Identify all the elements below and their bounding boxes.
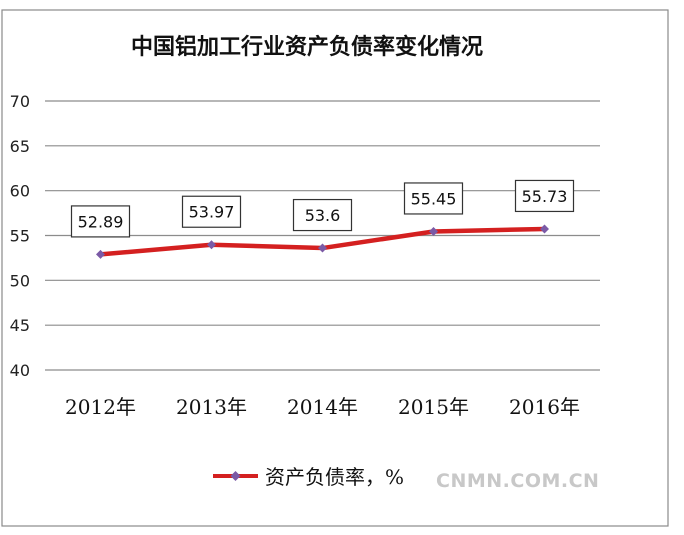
data-label: 55.45	[411, 189, 457, 208]
data-label-box	[403, 182, 464, 215]
data-point	[96, 249, 105, 259]
data-label: 52.89	[78, 212, 124, 231]
y-tick-label: 50	[10, 271, 30, 290]
data-label-box	[181, 195, 242, 228]
x-tick-label: 2012年	[65, 395, 136, 419]
data-label: 53.97	[189, 203, 235, 222]
x-tick-label: 2016年	[509, 395, 580, 419]
watermark: CNMN.COM.CN	[436, 470, 600, 492]
x-tick-label: 2013年	[176, 395, 247, 419]
legend: 资产负债率，%	[213, 465, 404, 489]
data-label: 53.6	[305, 206, 341, 225]
data-labels: 52.89 53.97 53.6 55.45 55.73	[70, 179, 575, 238]
x-tick-labels: 2012年 2013年 2014年 2015年 2016年	[65, 395, 580, 419]
data-point	[429, 226, 438, 236]
y-tick-label: 45	[10, 316, 30, 335]
data-label-box	[70, 205, 131, 238]
data-label-box	[292, 198, 353, 232]
chart-title: 中国铝加工行业资产负债率变化情况	[131, 34, 483, 60]
y-tick-label: 40	[10, 361, 30, 380]
x-tick-label: 2015年	[398, 395, 469, 419]
legend-marker	[230, 471, 241, 481]
chart-border	[1, 9, 669, 527]
data-point	[540, 224, 549, 234]
y-tick-label: 65	[10, 137, 30, 156]
grid-layer	[45, 100, 600, 371]
series-layer	[96, 224, 549, 259]
data-label: 55.73	[522, 187, 568, 206]
data-label-box	[514, 179, 575, 213]
y-tick-label: 55	[10, 227, 30, 246]
data-point	[318, 243, 327, 253]
y-tick-label: 70	[10, 92, 30, 111]
data-point	[207, 240, 216, 250]
legend-series-name: 资产负债率，%	[265, 465, 404, 489]
y-tick-labels: 40 45 50 55 60 65 70	[10, 92, 30, 380]
y-tick-label: 60	[10, 182, 30, 201]
x-tick-label: 2014年	[287, 395, 358, 419]
